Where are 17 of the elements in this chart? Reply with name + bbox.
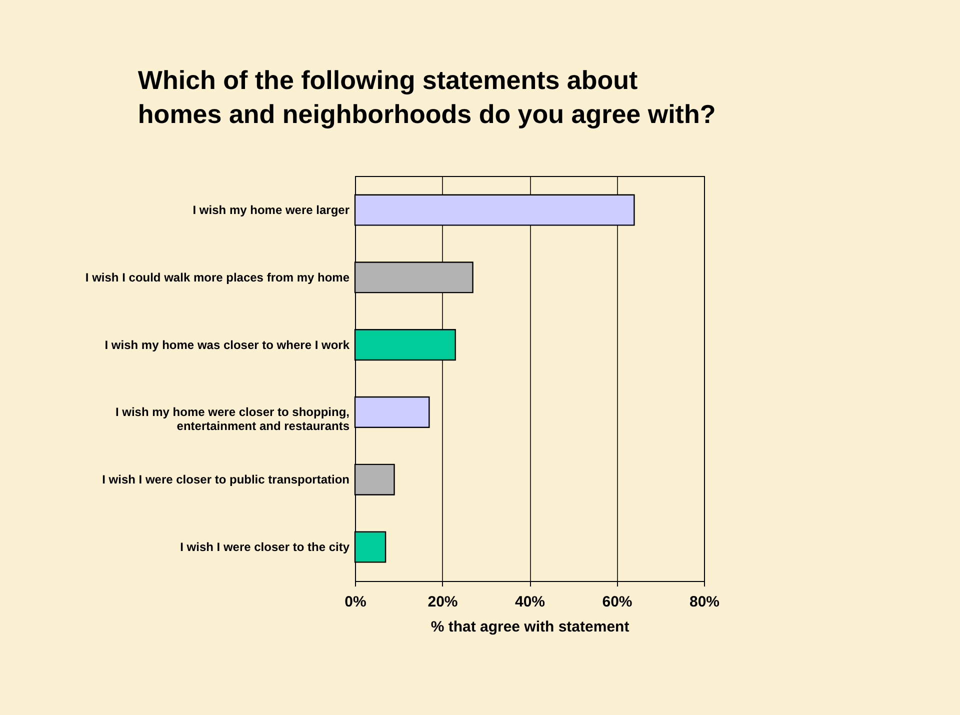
bar — [354, 396, 430, 428]
x-tick-label: 20% — [428, 594, 458, 610]
y-tick-label: I wish I were closer to the city — [180, 540, 350, 554]
text: Which of the following statements about — [138, 65, 638, 95]
bar — [354, 464, 395, 496]
y-tick-label: I wish I could walk more places from my home — [85, 270, 350, 284]
y-tick-label: I wish I were closer to public transportation — [102, 472, 350, 487]
y-tick-label: I wish my home were closer to shopping, entertainment and restaurants — [115, 405, 350, 434]
x-tick-label: 0% — [344, 594, 366, 610]
x-tick-label: 80% — [689, 594, 720, 610]
y-tick-label: I wish my home was closer to where I work — [104, 338, 350, 352]
x-axis-title: % that agree with statement — [430, 618, 630, 636]
bar — [354, 531, 386, 563]
x-tick-label: 40% — [514, 594, 546, 610]
text: homes and neighborhoods do you agree with? — [138, 99, 716, 129]
y-tick-label: I wish my home were larger — [192, 203, 350, 218]
x-tick-label: 60% — [602, 594, 632, 610]
